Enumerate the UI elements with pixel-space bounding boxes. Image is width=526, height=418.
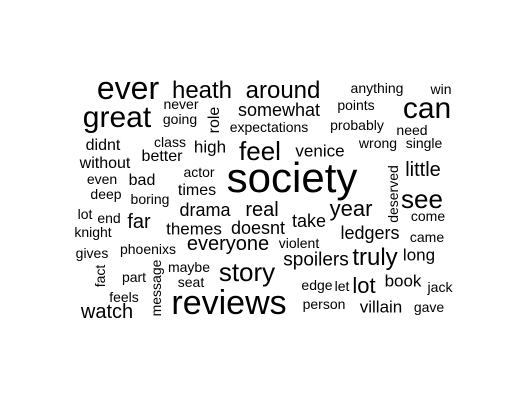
word-can: can — [402, 92, 452, 125]
word-little: little — [405, 159, 441, 181]
word-phoenixs: phoenixs — [119, 241, 177, 257]
word-feel: feel — [239, 136, 281, 166]
word-message: message — [148, 259, 164, 317]
word-book: book — [384, 271, 422, 291]
word-themes: themes — [166, 219, 222, 239]
word-come: come — [410, 208, 446, 224]
word-win: win — [430, 81, 452, 97]
word-gives: gives — [75, 245, 109, 261]
word-long: long — [402, 245, 436, 265]
word-truly: truly — [352, 244, 398, 271]
word-class: class — [154, 134, 186, 150]
word-feels: feels — [109, 289, 139, 305]
word-never: never — [163, 96, 199, 112]
word-deep: deep — [90, 186, 122, 202]
word-maybe: maybe — [167, 259, 211, 275]
word-end: end — [97, 210, 121, 226]
word-edge: edge — [301, 277, 333, 293]
word-doesnt: doesnt — [230, 218, 286, 238]
word-year: year — [329, 196, 373, 221]
word-real: real — [245, 199, 279, 221]
word-even: even — [86, 171, 118, 187]
word-villain: villain — [359, 297, 403, 317]
word-society: society — [226, 154, 358, 201]
word-take: take — [291, 211, 327, 231]
word-without: without — [79, 155, 131, 172]
word-far: far — [127, 211, 151, 233]
word-role: role — [206, 106, 223, 134]
word-seat: seat — [177, 274, 205, 290]
word-ledgers: ledgers — [340, 223, 400, 243]
word-boring: boring — [130, 191, 170, 207]
word-bad: bad — [128, 172, 156, 189]
word-didnt: didnt — [85, 137, 121, 154]
word-somewhat: somewhat — [237, 100, 321, 120]
word-let: let — [334, 278, 350, 294]
word-ever: ever — [96, 70, 160, 106]
word-everyone: everyone — [186, 233, 270, 255]
word-high: high — [193, 137, 227, 157]
word-heath: heath — [171, 77, 233, 104]
word-probably: probably — [330, 117, 384, 133]
word-came: came — [409, 229, 445, 245]
word-lot: lot — [352, 273, 376, 298]
word-times: times — [177, 182, 217, 199]
word-better: better — [141, 148, 183, 165]
word-wrong: wrong — [358, 135, 398, 151]
word-knight: knight — [74, 224, 112, 240]
word-see: see — [401, 184, 443, 214]
word-actor: actor — [183, 164, 215, 180]
word-violent: violent — [278, 235, 320, 251]
word-drama: drama — [179, 200, 231, 220]
word-part: part — [121, 269, 147, 285]
word-around: around — [245, 77, 321, 104]
word-great: great — [82, 101, 152, 134]
word-fact: fact — [92, 264, 108, 288]
word-story: story — [218, 257, 276, 287]
word-need: need — [396, 122, 428, 138]
word-reviews: reviews — [171, 284, 287, 322]
word-person: person — [302, 296, 346, 312]
word-jack: jack — [427, 279, 453, 295]
word-gave: gave — [413, 299, 445, 315]
word-expectations: expectations — [229, 119, 309, 135]
word-going: going — [162, 111, 198, 127]
word-single: single — [405, 135, 443, 151]
word-venice: venice — [295, 141, 345, 161]
word-deserved: deserved — [385, 165, 401, 223]
word-points: points — [337, 97, 375, 113]
word-anything: anything — [350, 80, 404, 96]
word-lot-small: lot — [77, 206, 93, 222]
word-watch: watch — [80, 301, 134, 323]
word-spoilers: spoilers — [283, 249, 349, 271]
